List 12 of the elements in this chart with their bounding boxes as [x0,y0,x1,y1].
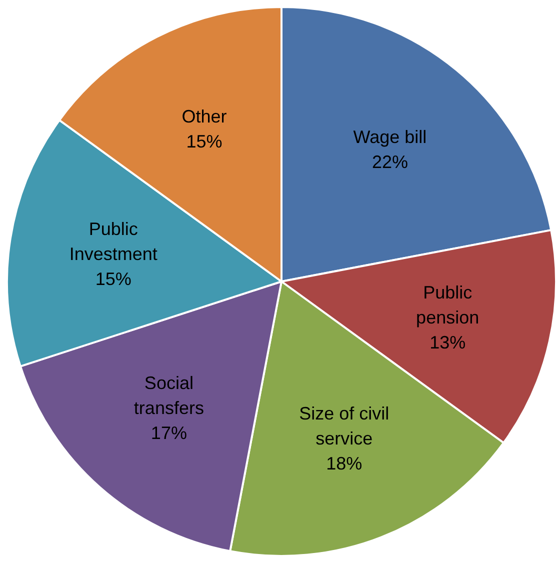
slice-label: Social transfers [134,373,204,418]
slice-label: Wage bill [353,126,427,147]
data-label: 13% [430,332,466,353]
slice-label: Public Investment [69,218,158,264]
data-label: 15% [95,268,132,289]
data-label: 18% [326,454,362,474]
slice-label: Other [182,106,227,126]
data-label: 22% [372,152,408,172]
data-label: 15% [186,131,222,152]
slice-label: Size of civil service [299,404,390,449]
slice-label: Public pension [416,282,480,328]
data-label: 17% [150,423,187,444]
